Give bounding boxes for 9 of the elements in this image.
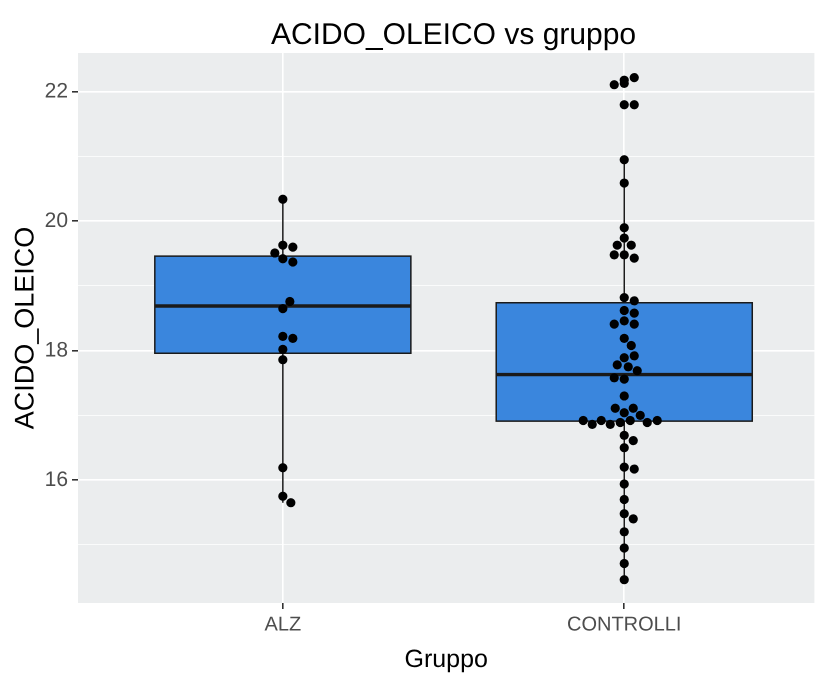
x-tick-label: CONTROLLI bbox=[567, 614, 682, 636]
y-axis-title: ACIDO_OLEICO bbox=[10, 226, 40, 430]
x-tick-label: ALZ bbox=[264, 614, 302, 636]
y-tick-label: 16 bbox=[44, 468, 68, 491]
y-tick-label: 18 bbox=[44, 338, 68, 362]
y-tick-label: 22 bbox=[44, 80, 68, 103]
y-tick-label: 20 bbox=[44, 209, 68, 232]
chart-title: ACIDO_OLEICO vs gruppo bbox=[270, 18, 636, 51]
x-axis-title: Gruppo bbox=[404, 644, 488, 673]
